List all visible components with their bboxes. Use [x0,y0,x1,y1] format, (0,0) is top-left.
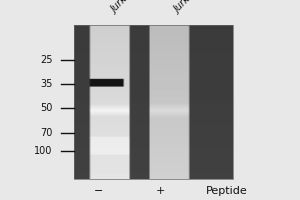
Text: 50: 50 [40,103,52,113]
Text: 100: 100 [34,146,52,156]
Text: 70: 70 [40,128,52,138]
Text: +: + [156,186,165,196]
Text: Jurkat: Jurkat [110,0,137,15]
Text: 25: 25 [40,55,52,65]
Text: Peptide: Peptide [206,186,247,196]
Text: Jurkat: Jurkat [172,0,200,15]
Bar [74,25,232,179]
Text: −: − [94,186,104,196]
Text: 35: 35 [40,79,52,89]
